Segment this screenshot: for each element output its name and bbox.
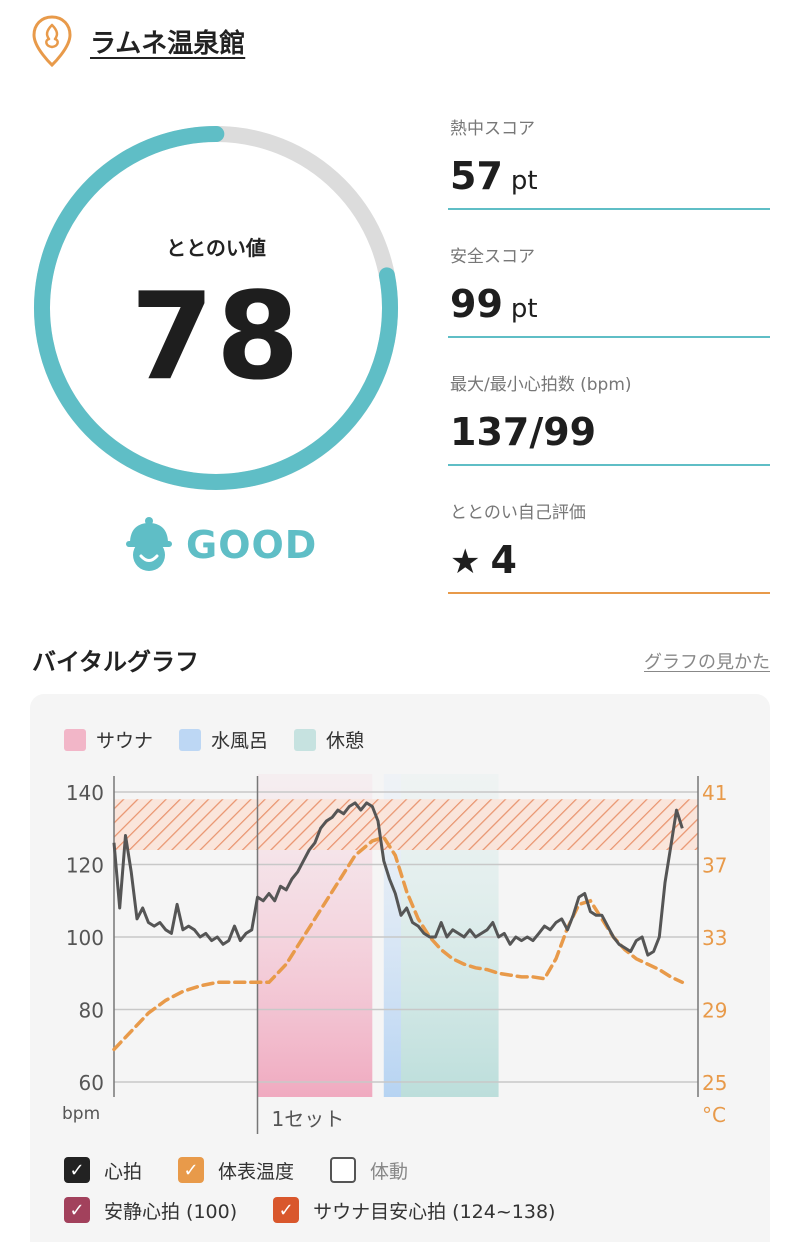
- y-left-tick-label: 60: [79, 1071, 104, 1095]
- body-temp-line: [112, 835, 685, 1052]
- legend-swatch: [179, 728, 202, 751]
- y-right-tick-label: 41: [702, 781, 727, 805]
- toggle-body-temp[interactable]: ✓ 体表温度: [178, 1157, 294, 1184]
- legend-swatch: [294, 728, 317, 751]
- phase-legend: サウナ 水風呂 休憩: [64, 726, 364, 753]
- vital-graph-title: バイタルグラフ: [32, 648, 200, 676]
- toggle-row: ✓ 安静心拍 (100) ✓ サウナ目安心拍 (124~138): [64, 1190, 591, 1230]
- heart-rate-line: [112, 801, 684, 957]
- toggle-row: ✓ 心拍 ✓ 体表温度 体動: [64, 1150, 591, 1190]
- legend-rest: 休憩: [294, 726, 364, 753]
- check-icon: ✓: [64, 1197, 90, 1223]
- smiling-cap-face-icon: [126, 517, 172, 571]
- y-right-tick-label: 25: [702, 1071, 727, 1095]
- stat-label: 安全スコア: [450, 247, 535, 267]
- gauge-ring: [34, 126, 398, 490]
- y-left-tick-label: 140: [66, 781, 104, 805]
- stat-label: ととのい自己評価: [450, 503, 586, 523]
- y-right-unit: °C: [702, 1103, 726, 1127]
- stat-safety-score: 安全スコア 99 pt: [448, 236, 770, 364]
- score-stats: 熱中スコア 57 pt 安全スコア 99 pt 最大/最小心拍数 (bpm) 137…: [448, 108, 770, 620]
- stat-value: 99 pt: [450, 282, 538, 326]
- venue-header: ラムネ温泉館: [32, 14, 245, 68]
- y-right-tick-label: 37: [702, 854, 727, 878]
- y-left-tick-label: 100: [66, 926, 104, 950]
- vital-graph-card: サウナ 水風呂 休憩 14: [30, 694, 770, 1242]
- vital-chart: 140 120 100 80 60 41 37 33 29 25 bpm °C 1セット: [62, 774, 727, 1134]
- legend-sauna: サウナ: [64, 726, 153, 753]
- check-icon: ✓: [64, 1157, 90, 1183]
- steam-location-pin-icon: [32, 15, 72, 67]
- stat-label: 熱中スコア: [450, 119, 535, 139]
- toggle-sauna-hr-band[interactable]: ✓ サウナ目安心拍 (124~138): [273, 1197, 555, 1224]
- graph-help-link[interactable]: グラフの見かた: [644, 652, 770, 673]
- totonoi-gauge: ととのい値 78: [26, 118, 406, 498]
- y-right-tick-label: 33: [702, 926, 727, 950]
- toggle-resting-hr[interactable]: ✓ 安静心拍 (100): [64, 1197, 237, 1224]
- stat-heart-rate: 最大/最小心拍数 (bpm) 137/99: [448, 364, 770, 492]
- check-icon: ✓: [178, 1157, 205, 1183]
- check-icon: ✓: [273, 1197, 300, 1223]
- toggle-heart-rate[interactable]: ✓ 心拍: [64, 1157, 142, 1184]
- status-text: GOOD: [186, 523, 318, 567]
- stat-value: 137/99: [450, 410, 597, 454]
- star-icon: ★: [450, 542, 481, 582]
- legend-cold-bath: 水風呂: [179, 726, 268, 753]
- unchecked-box-icon: [330, 1157, 357, 1183]
- gauge-value: 78: [130, 268, 302, 407]
- y-left-tick-label: 80: [79, 999, 104, 1023]
- stat-heat-score: 熱中スコア 57 pt: [448, 108, 770, 236]
- stat-value: ★ 4: [450, 538, 517, 582]
- gauge-label: ととのい値: [166, 236, 266, 260]
- stat-label: 最大/最小心拍数 (bpm): [450, 375, 632, 395]
- stat-divider: [448, 336, 770, 338]
- toggle-body-motion[interactable]: 体動: [330, 1157, 408, 1184]
- y-left-unit: bpm: [62, 1104, 100, 1124]
- y-left-tick-label: 120: [66, 854, 104, 878]
- series-toggles: ✓ 心拍 ✓ 体表温度 体動 ✓ 安静心拍 (100) ✓ サウナ目安心拍 (124~1…: [64, 1150, 591, 1230]
- venue-name-link[interactable]: ラムネ温泉館: [90, 28, 246, 59]
- stat-value: 57 pt: [450, 154, 538, 198]
- stat-divider: [448, 208, 770, 210]
- y-right-tick-label: 29: [702, 999, 727, 1023]
- sauna-hr-band: [114, 799, 698, 850]
- stat-divider: [448, 592, 770, 594]
- status-indicator: GOOD: [124, 515, 317, 575]
- stat-divider: [448, 464, 770, 466]
- stat-self-rating: ととのい自己評価 ★ 4: [448, 492, 770, 620]
- legend-swatch: [64, 728, 86, 751]
- set-label: 1セット: [272, 1107, 345, 1131]
